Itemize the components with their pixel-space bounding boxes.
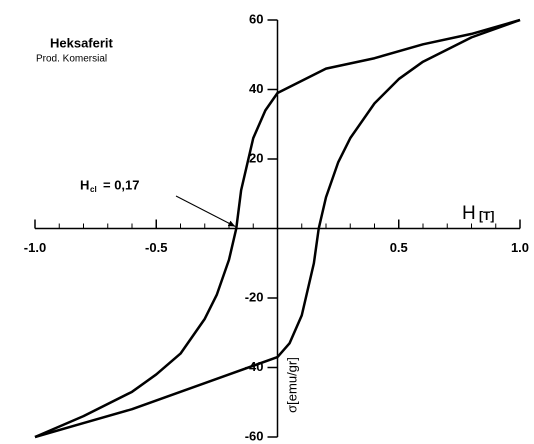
- y-tick-label: 20: [249, 150, 263, 165]
- y-tick-label: 40: [249, 81, 263, 96]
- x-axis-unit: [T]: [479, 209, 494, 223]
- hysteresis-branch: [34, 18, 521, 439]
- x-tick-label: 0.5: [390, 240, 408, 255]
- x-tick-label: -1.0: [24, 240, 46, 255]
- y-tick-label: -60: [245, 428, 264, 443]
- y-tick-label: -20: [245, 289, 264, 304]
- chart-title: Heksaferit: [50, 35, 114, 50]
- chart-subtitle: Prod. Komersial: [36, 54, 107, 65]
- annotation-arrow: [175, 195, 236, 227]
- y-tick-label: 60: [249, 11, 263, 26]
- x-tick-label: 1.0: [511, 240, 529, 255]
- hysteresis-branch: [34, 18, 521, 439]
- annotation-symbol: H: [80, 177, 89, 192]
- annotation-subscript: cl: [90, 185, 97, 194]
- x-tick-label: -0.5: [145, 240, 167, 255]
- y-axis-label: σ[emu/gr]: [284, 357, 299, 413]
- annotation-text: = 0,17: [103, 177, 140, 192]
- x-axis-label: H: [462, 203, 476, 224]
